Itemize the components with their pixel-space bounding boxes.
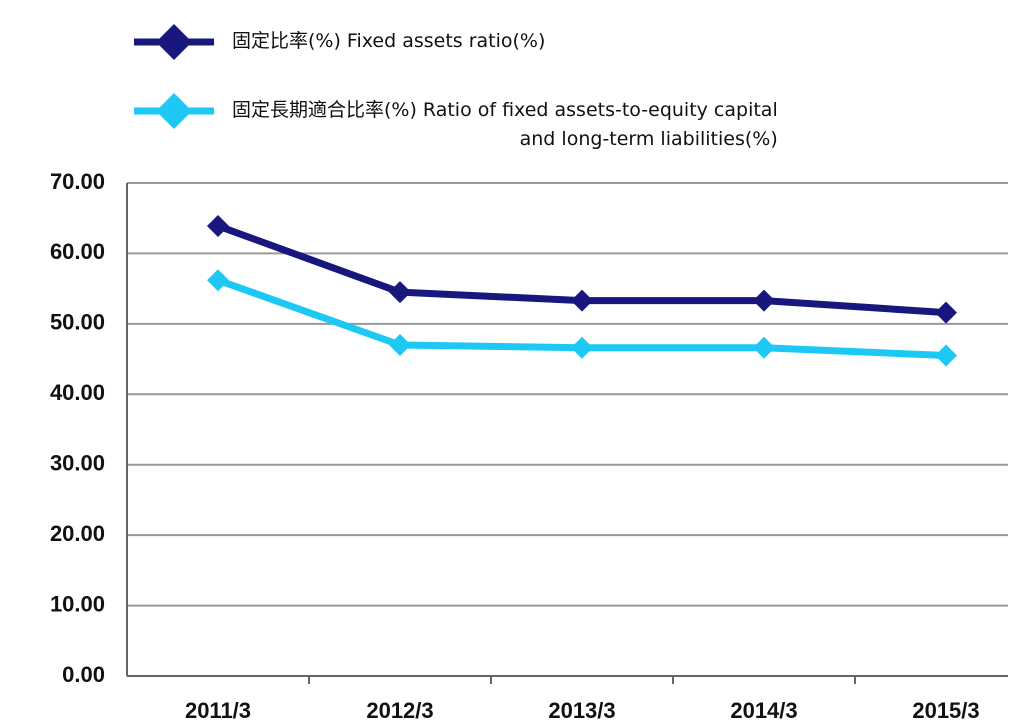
y-tick-label: 20.00 — [50, 521, 105, 546]
data-point — [753, 336, 775, 359]
y-tick-label: 0.00 — [62, 662, 105, 687]
legend-label: 固定長期適合比率(%) Ratio of fixed assets-to-equ… — [232, 99, 778, 150]
data-point — [753, 289, 775, 312]
legend-marker — [156, 24, 192, 60]
legend-label: 固定比率(%) Fixed assets ratio(%) — [232, 30, 546, 52]
data-point — [207, 214, 229, 237]
x-tick-label: 2011/3 — [185, 698, 251, 723]
data-point — [571, 336, 593, 359]
y-tick-label: 10.00 — [50, 591, 105, 616]
data-point — [935, 301, 957, 324]
data-point — [389, 281, 411, 304]
y-tick-label: 50.00 — [50, 310, 105, 335]
y-tick-label: 70.00 — [50, 169, 105, 194]
data-point — [207, 269, 229, 292]
data-point — [935, 344, 957, 367]
data-point — [389, 333, 411, 356]
legend-marker — [156, 93, 192, 129]
x-tick-label: 2012/3 — [366, 698, 433, 723]
x-tick-label: 2015/3 — [912, 698, 979, 723]
y-tick-label: 40.00 — [50, 380, 105, 405]
y-tick-label: 60.00 — [50, 239, 105, 264]
data-point — [571, 289, 593, 312]
x-tick-label: 2013/3 — [548, 698, 615, 723]
x-tick-label: 2014/3 — [730, 698, 797, 723]
y-tick-label: 30.00 — [50, 451, 105, 476]
